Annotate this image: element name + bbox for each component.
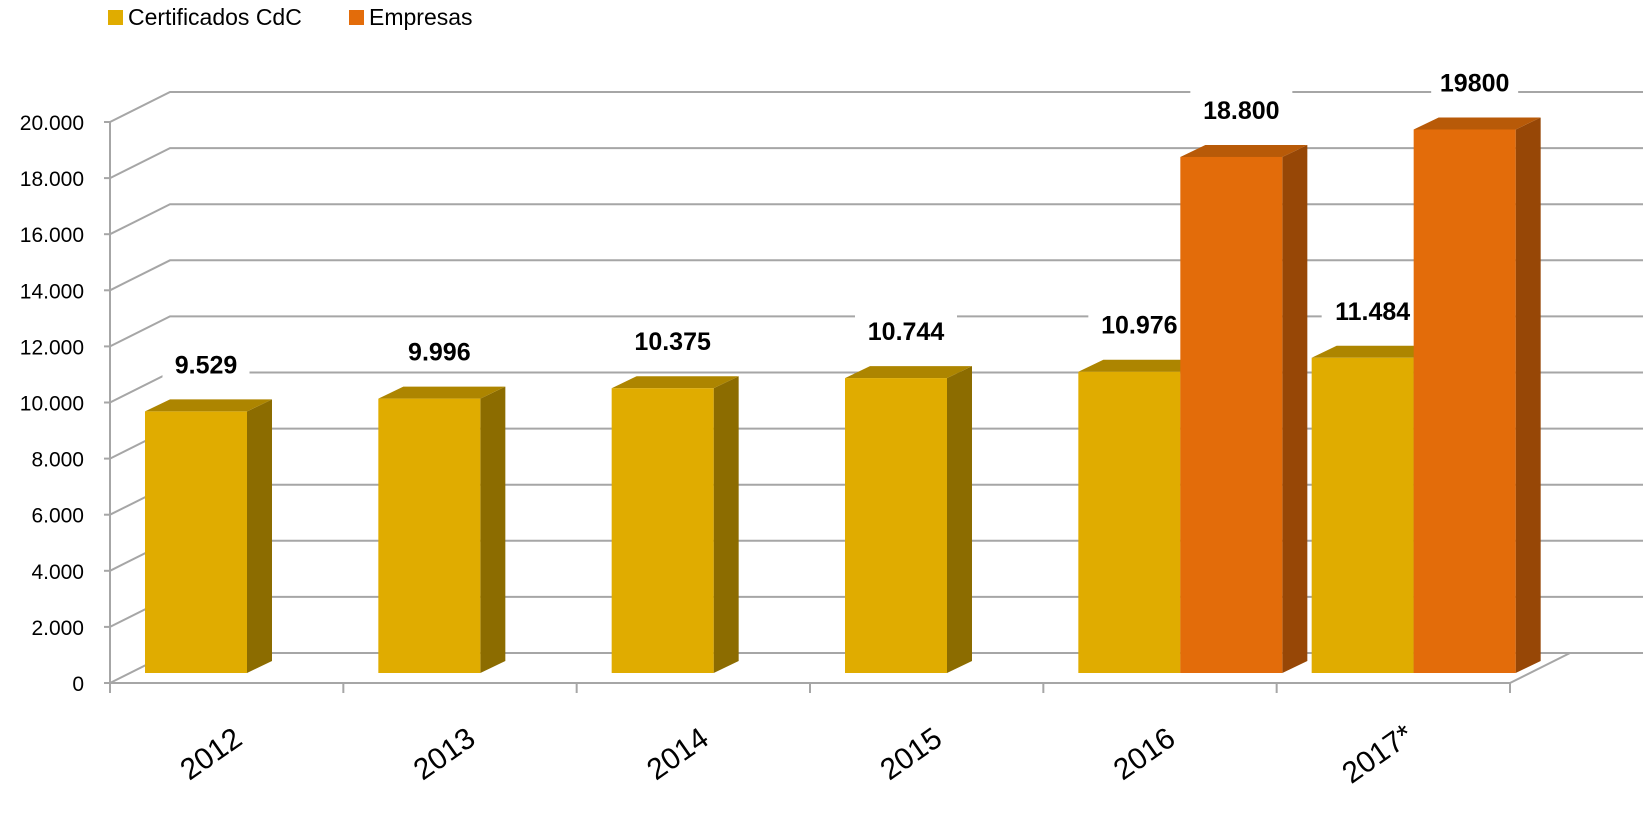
legend-label-certificados: Certificados CdC <box>128 4 302 30</box>
y-tick-label: 14.000 <box>20 280 84 303</box>
data-label: 18.800 <box>1203 97 1279 125</box>
bar-side <box>247 399 272 673</box>
bar-top <box>1413 117 1541 130</box>
bar-side <box>1282 144 1308 673</box>
y-tick-label: 4.000 <box>31 561 84 584</box>
data-label-bg <box>1321 291 1424 328</box>
data-label: 10.744 <box>868 318 945 346</box>
data-label-bg <box>1088 305 1191 342</box>
bar-side <box>947 366 972 673</box>
gridline <box>109 91 1643 123</box>
bar <box>378 398 481 673</box>
x-tick-label: 2017* <box>1336 718 1419 790</box>
floor-right-edge <box>1509 652 1571 684</box>
bar-top <box>845 366 972 379</box>
x-tick-label: 2013 <box>408 722 482 787</box>
y-tick-label: 10.000 <box>20 393 84 416</box>
x-tick-label: 2014 <box>641 722 715 787</box>
x-tick-label: 2015 <box>874 722 948 787</box>
y-tick-label: 12.000 <box>20 336 84 359</box>
data-label-bg <box>162 345 250 382</box>
y-tick-label: 8.000 <box>31 449 84 472</box>
gridline <box>109 259 1643 292</box>
legend-item-empresas: Empresas <box>349 4 473 31</box>
bar <box>845 378 947 673</box>
bar <box>1413 129 1516 674</box>
bar-top <box>611 376 739 389</box>
data-label-bg <box>395 332 483 369</box>
y-tick-label: 18.000 <box>20 168 84 191</box>
data-label-bg <box>1190 90 1293 127</box>
y-tick-label: 20.000 <box>20 112 84 135</box>
data-label: 11.484 <box>1335 298 1410 326</box>
legend-swatch-empresas <box>349 10 364 25</box>
y-tick-label: 2.000 <box>31 617 84 640</box>
legend-swatch-certificados <box>108 10 123 25</box>
legend: Certificados CdC Empresas <box>0 0 1643 40</box>
bar-top <box>145 399 272 412</box>
legend-label-empresas: Empresas <box>369 4 473 30</box>
y-tick-label: 6.000 <box>31 505 84 528</box>
bar <box>1311 357 1414 673</box>
gridline <box>109 203 1643 236</box>
data-label-bg <box>855 312 957 349</box>
x-tick-label: 2016 <box>1108 722 1182 787</box>
legend-item-certificados: Certificados CdC <box>108 4 302 31</box>
bar-top <box>1078 359 1206 372</box>
bar-side <box>713 376 739 673</box>
gridline <box>109 147 1643 179</box>
bar <box>1078 371 1181 673</box>
y-tick-label: 0 <box>72 673 84 696</box>
bar <box>611 388 714 673</box>
bar-side <box>1515 117 1541 674</box>
data-label-bg <box>1431 63 1519 100</box>
data-label: 9.529 <box>175 351 238 379</box>
bar <box>145 411 247 673</box>
y-tick-label: 16.000 <box>20 224 84 247</box>
data-label: 9.996 <box>408 339 471 367</box>
data-label: 19800 <box>1440 69 1510 97</box>
bar <box>1180 156 1283 673</box>
data-label-bg <box>621 322 724 359</box>
bar-top <box>1311 345 1439 358</box>
data-label: 10.976 <box>1101 312 1177 340</box>
bar-side <box>480 386 506 673</box>
bar-top <box>1180 144 1308 157</box>
bar-top <box>378 386 506 399</box>
data-label: 10.375 <box>634 328 711 356</box>
x-tick-label: 2012 <box>174 722 248 787</box>
